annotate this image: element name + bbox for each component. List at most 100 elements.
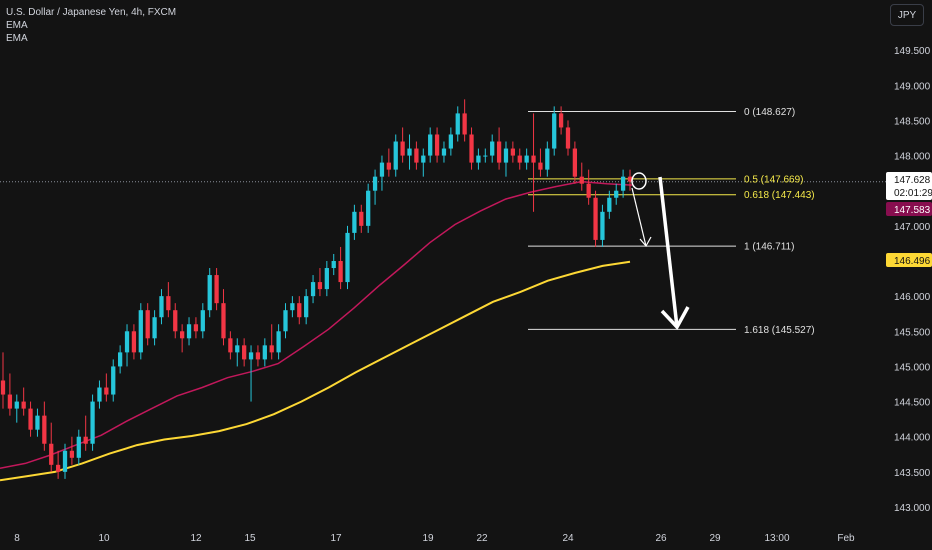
ema-legend-1[interactable]: EMA bbox=[6, 20, 28, 31]
candle-body bbox=[517, 155, 522, 163]
y-tick-label: 144.000 bbox=[894, 433, 931, 444]
candle-body bbox=[42, 415, 47, 444]
candle-body bbox=[448, 134, 453, 149]
candle-body bbox=[366, 190, 371, 226]
candle-body bbox=[290, 303, 295, 311]
candle-body bbox=[434, 134, 440, 156]
candle-body bbox=[7, 394, 13, 409]
currency-button[interactable]: JPY bbox=[890, 4, 924, 26]
candle-body bbox=[421, 155, 426, 163]
x-tick-label: 24 bbox=[562, 533, 574, 544]
countdown-label: 02:01:29 bbox=[894, 188, 932, 199]
candle-body bbox=[276, 331, 281, 353]
candle-body bbox=[186, 324, 192, 339]
y-tick-label: 146.000 bbox=[894, 292, 931, 303]
candle-body bbox=[242, 345, 247, 360]
small-down-arrow-shaft[interactable] bbox=[631, 187, 647, 247]
fib-level-label: 1.618 (145.527) bbox=[744, 325, 815, 336]
y-tick-label: 148.500 bbox=[894, 116, 931, 127]
candle-body bbox=[28, 408, 33, 430]
candle-body bbox=[455, 113, 460, 135]
candle-body bbox=[462, 113, 467, 135]
candle-body bbox=[214, 275, 219, 304]
candle-body bbox=[138, 310, 143, 353]
candle-body bbox=[558, 113, 564, 128]
candle-body bbox=[97, 387, 102, 402]
candle-body bbox=[124, 331, 130, 353]
candle-body bbox=[152, 317, 157, 339]
candle-body bbox=[255, 352, 261, 360]
candle-body bbox=[297, 303, 302, 318]
candle-body bbox=[572, 148, 578, 177]
fib-level-label: 0 (148.627) bbox=[744, 107, 795, 118]
ema-legend-2[interactable]: EMA bbox=[6, 33, 28, 44]
symbol-title[interactable]: U.S. Dollar / Japanese Yen, 4h, FXCM bbox=[6, 7, 177, 18]
candle-body bbox=[269, 345, 274, 353]
candle-body bbox=[221, 303, 226, 339]
candle-body bbox=[331, 261, 336, 269]
time-axis[interactable]: 8 10 12 15 17 19 22 24 26 29 13:00 Feb bbox=[14, 533, 855, 544]
y-tick-label: 145.500 bbox=[894, 327, 931, 338]
y-tick-label: 149.500 bbox=[894, 46, 931, 57]
candle-body bbox=[586, 183, 591, 198]
candle-body bbox=[531, 155, 536, 163]
candle-body bbox=[131, 331, 137, 353]
candle-body bbox=[379, 162, 385, 177]
x-tick-label: 22 bbox=[476, 533, 488, 544]
candle-body bbox=[104, 387, 109, 395]
fibonacci-retracement[interactable]: 0 (148.627) 0.5 (147.669) 0.618 (147.443) 1… bbox=[528, 107, 815, 336]
x-tick-label: 19 bbox=[422, 533, 434, 544]
x-tick-label: 10 bbox=[98, 533, 110, 544]
candle-body bbox=[441, 148, 447, 156]
candle-body bbox=[496, 141, 502, 163]
candle-body bbox=[159, 296, 164, 318]
candle-body bbox=[200, 310, 205, 332]
candle-body bbox=[21, 401, 26, 409]
x-tick-label: 13:00 bbox=[764, 533, 789, 544]
candle-body bbox=[173, 310, 178, 332]
x-tick-label: 29 bbox=[709, 533, 721, 544]
price-axis[interactable]: 149.500149.000148.500148.000147.500147.0… bbox=[894, 46, 931, 514]
candle-body bbox=[193, 324, 199, 332]
candle-body bbox=[55, 464, 61, 472]
candle-body bbox=[614, 190, 619, 198]
large-down-arrow-shaft[interactable] bbox=[658, 176, 679, 328]
x-tick-label: 12 bbox=[190, 533, 202, 544]
candle-body bbox=[476, 155, 481, 163]
candle-body bbox=[503, 148, 509, 163]
candle-body bbox=[248, 352, 254, 360]
candle-body bbox=[483, 155, 488, 157]
candle-body bbox=[111, 366, 116, 395]
candle-body bbox=[393, 141, 398, 170]
small-down-arrow-head bbox=[639, 236, 652, 248]
candle-body bbox=[283, 310, 288, 332]
annotations[interactable] bbox=[631, 172, 690, 330]
ema-lines bbox=[0, 180, 633, 482]
candle-body bbox=[400, 141, 405, 156]
y-tick-label: 149.000 bbox=[894, 81, 931, 92]
candle-body bbox=[76, 436, 81, 458]
y-tick-label: 143.500 bbox=[894, 468, 931, 479]
candle-body bbox=[386, 162, 391, 170]
candle-body bbox=[490, 141, 495, 156]
candle-body bbox=[600, 211, 605, 240]
candle-body bbox=[593, 197, 598, 240]
candle-body bbox=[538, 162, 543, 170]
candle-body bbox=[207, 275, 212, 311]
x-tick-label: 15 bbox=[244, 533, 256, 544]
fib-level-label: 0.618 (147.443) bbox=[744, 190, 815, 201]
price-circle-marker[interactable] bbox=[631, 172, 647, 190]
y-tick-label: 143.000 bbox=[894, 503, 931, 514]
candle-body bbox=[83, 436, 88, 444]
candles bbox=[0, 99, 633, 479]
candle-body bbox=[180, 331, 185, 339]
candle-body bbox=[345, 232, 350, 283]
candle-body bbox=[338, 261, 343, 283]
ema-fast-label: 147.583 bbox=[894, 205, 931, 216]
x-tick-label: 26 bbox=[655, 533, 667, 544]
ema-slow-line bbox=[0, 260, 631, 482]
candle-body bbox=[69, 450, 75, 458]
fib-level-label: 0.5 (147.669) bbox=[744, 174, 804, 185]
candle-body bbox=[469, 134, 474, 163]
